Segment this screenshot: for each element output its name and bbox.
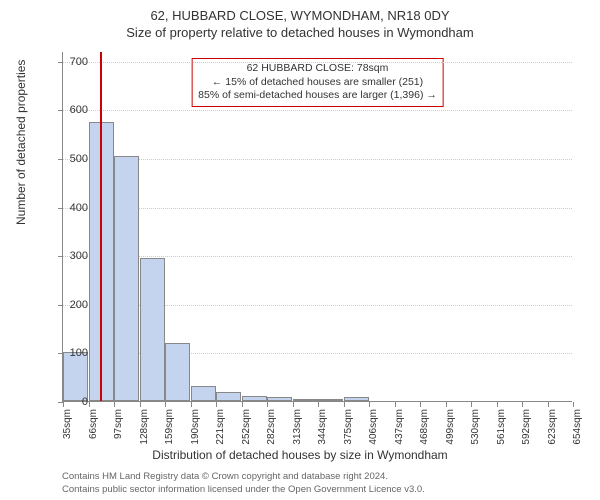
xtick-mark	[114, 402, 115, 407]
xtick-label: 437sqm	[394, 409, 405, 449]
histogram-bar	[191, 386, 216, 401]
xtick-label: 344sqm	[317, 409, 328, 449]
histogram-bar	[293, 399, 318, 401]
plot-area: 62 HUBBARD CLOSE: 78sqm ← 15% of detache…	[62, 52, 572, 402]
subtitle: Size of property relative to detached ho…	[0, 23, 600, 40]
histogram-bar	[318, 399, 343, 401]
histogram-bar	[63, 352, 88, 401]
xtick-label: 654sqm	[572, 409, 583, 449]
xtick-mark	[242, 402, 243, 407]
xtick-mark	[420, 402, 421, 407]
xtick-mark	[395, 402, 396, 407]
xtick-label: 221sqm	[215, 409, 226, 449]
xtick-label: 190sqm	[190, 409, 201, 449]
gridline	[63, 62, 572, 63]
xtick-label: 252sqm	[241, 409, 252, 449]
xtick-label: 128sqm	[139, 409, 150, 449]
gridline	[63, 208, 572, 209]
xtick-label: 97sqm	[113, 409, 124, 449]
ytick-label: 0	[58, 396, 88, 408]
xtick-label: 35sqm	[62, 409, 73, 449]
footer-line-1: Contains HM Land Registry data © Crown c…	[62, 471, 425, 483]
gridline	[63, 159, 572, 160]
histogram-bar	[216, 392, 241, 401]
histogram-bar	[267, 397, 292, 401]
xtick-mark	[216, 402, 217, 407]
xtick-label: 561sqm	[496, 409, 507, 449]
xtick-mark	[140, 402, 141, 407]
xtick-label: 623sqm	[547, 409, 558, 449]
xtick-mark	[293, 402, 294, 407]
x-axis-label: Distribution of detached houses by size …	[152, 448, 447, 462]
xtick-label: 406sqm	[368, 409, 379, 449]
annotation-line-3: 85% of semi-detached houses are larger (…	[198, 89, 437, 103]
histogram-bar	[114, 156, 139, 401]
ytick-label: 100	[58, 347, 88, 359]
xtick-mark	[89, 402, 90, 407]
xtick-mark	[369, 402, 370, 407]
xtick-label: 159sqm	[164, 409, 175, 449]
histogram-bar	[344, 397, 369, 401]
xtick-label: 499sqm	[445, 409, 456, 449]
xtick-label: 313sqm	[292, 409, 303, 449]
xtick-mark	[471, 402, 472, 407]
xtick-mark	[344, 402, 345, 407]
annotation-box: 62 HUBBARD CLOSE: 78sqm ← 15% of detache…	[191, 58, 444, 107]
xtick-mark	[267, 402, 268, 407]
annotation-line-2: ← 15% of detached houses are smaller (25…	[198, 76, 437, 90]
ytick-label: 500	[58, 153, 88, 165]
gridline	[63, 110, 572, 111]
ytick-label: 200	[58, 299, 88, 311]
ytick-label: 400	[58, 202, 88, 214]
footer-line-2: Contains public sector information licen…	[62, 484, 425, 496]
xtick-label: 66sqm	[88, 409, 99, 449]
xtick-mark	[165, 402, 166, 407]
xtick-label: 530sqm	[470, 409, 481, 449]
histogram-bar	[140, 258, 165, 401]
xtick-mark	[446, 402, 447, 407]
xtick-label: 375sqm	[343, 409, 354, 449]
histogram-bar	[165, 343, 190, 401]
ytick-label: 300	[58, 250, 88, 262]
xtick-label: 592sqm	[521, 409, 532, 449]
xtick-mark	[318, 402, 319, 407]
ytick-label: 600	[58, 104, 88, 116]
xtick-mark	[191, 402, 192, 407]
histogram-bar	[242, 396, 267, 401]
main-title: 62, HUBBARD CLOSE, WYMONDHAM, NR18 0DY	[0, 0, 600, 23]
xtick-mark	[497, 402, 498, 407]
y-axis-label: Number of detached properties	[14, 60, 28, 225]
xtick-mark	[573, 402, 574, 407]
xtick-label: 282sqm	[266, 409, 277, 449]
annotation-line-1: 62 HUBBARD CLOSE: 78sqm	[198, 62, 437, 76]
xtick-label: 468sqm	[419, 409, 430, 449]
xtick-mark	[522, 402, 523, 407]
property-marker-line	[100, 52, 102, 401]
xtick-mark	[548, 402, 549, 407]
footer: Contains HM Land Registry data © Crown c…	[62, 471, 425, 496]
chart-container: 62, HUBBARD CLOSE, WYMONDHAM, NR18 0DY S…	[0, 0, 600, 500]
ytick-label: 700	[58, 56, 88, 68]
